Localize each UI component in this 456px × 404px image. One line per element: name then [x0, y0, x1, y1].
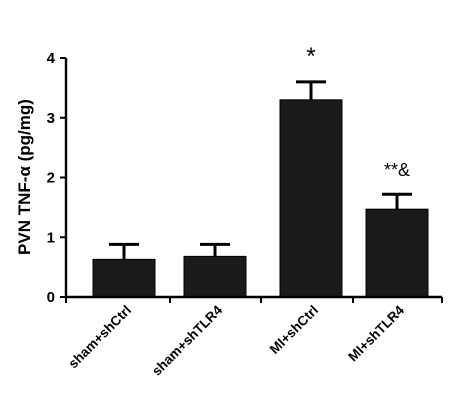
y-tick-label: 3 [47, 110, 55, 127]
x-tick-label: MI+shTLR4 [345, 302, 407, 364]
significance-label: **& [384, 160, 410, 180]
y-tick-label: 4 [47, 50, 56, 67]
y-axis-label: PVN TNF-α (pg/mg) [15, 99, 34, 255]
bar [183, 255, 247, 298]
bar [92, 258, 156, 298]
significance-label: * [306, 43, 315, 70]
y-tick-label: 1 [47, 229, 55, 246]
x-tick-label: sham+shCtrl [65, 303, 134, 372]
plot-area: sham+shCtrl sham+shTLR4 * MI+shCtrl **& MI+sh… [47, 43, 443, 379]
x-tick-label: sham+shTLR4 [149, 302, 225, 378]
y-tick-label: 2 [47, 170, 55, 187]
y-tick-label: 0 [47, 289, 55, 306]
bar [279, 99, 343, 298]
bar [365, 208, 429, 298]
x-tick-label: MI+shCtrl [267, 303, 321, 357]
